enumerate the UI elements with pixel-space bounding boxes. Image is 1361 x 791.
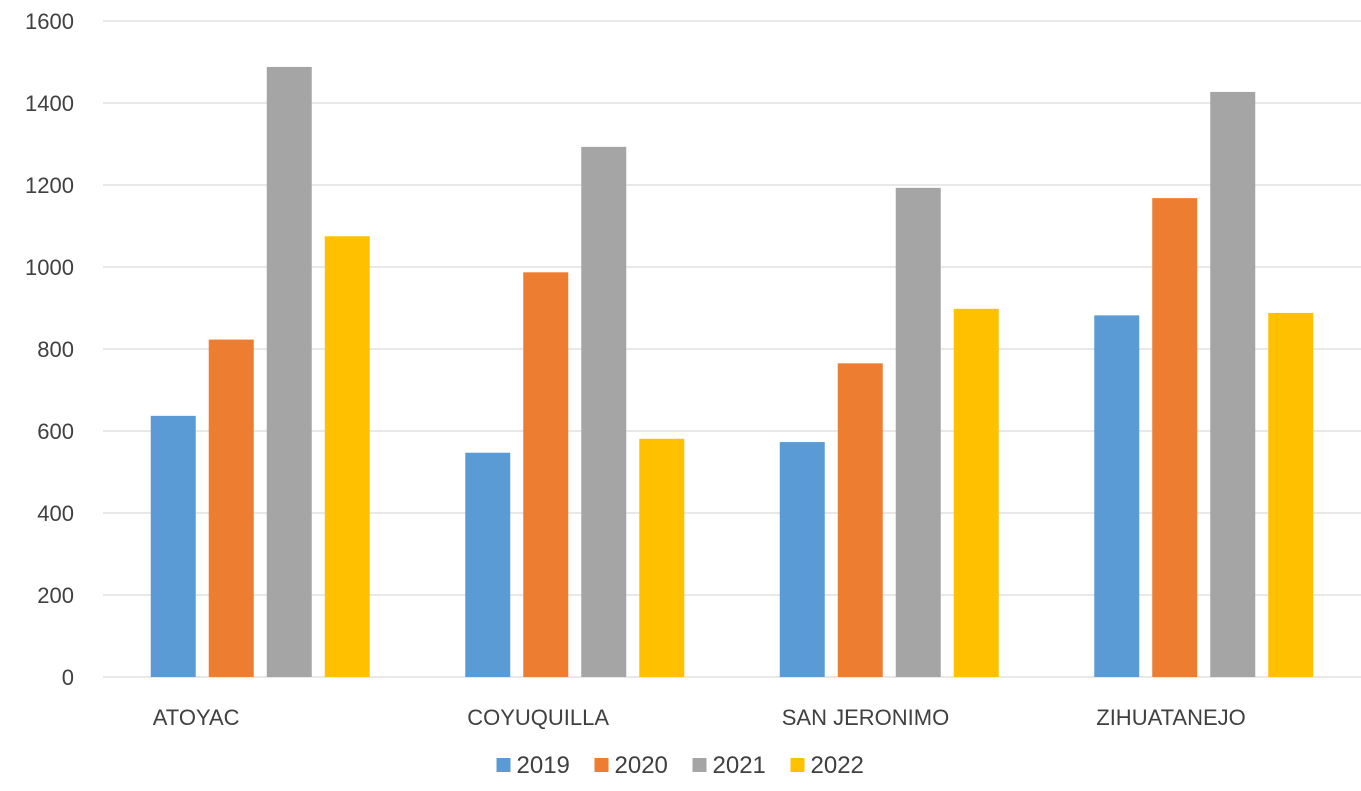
legend-label-2022: 2022 <box>811 752 864 779</box>
bar-2022-coyuquilla <box>639 438 685 677</box>
legend: 2019 2020 2021 2022 <box>496 752 864 779</box>
x-axis-category-labels: ATOYAC COYUQUILLA SAN JERONIMO ZIHUATANEJO <box>153 705 1246 730</box>
legend-swatch-2021 <box>692 758 707 772</box>
x-category-label: COYUQUILLA <box>467 705 609 730</box>
bar-2021-san-jeronimo <box>895 187 941 677</box>
bar-2019-coyuquilla <box>465 452 511 677</box>
bar-2020-atoyac <box>208 339 254 677</box>
bar-2019-san-jeronimo <box>779 442 825 677</box>
y-tick-label: 800 <box>37 337 74 362</box>
bar-2019-zihuatanejo <box>1094 315 1140 677</box>
legend-label-2021: 2021 <box>713 752 766 779</box>
y-tick-label: 1400 <box>25 91 74 116</box>
x-category-label: SAN JERONIMO <box>782 705 949 730</box>
legend-swatch-2022 <box>790 758 805 772</box>
legend-label-2019: 2019 <box>517 752 570 779</box>
y-tick-label: 0 <box>62 665 74 690</box>
x-category-label: ATOYAC <box>153 705 240 730</box>
bar-2020-san-jeronimo <box>837 363 883 677</box>
bar-2022-san-jeronimo <box>953 308 999 677</box>
y-tick-label: 1200 <box>25 173 74 198</box>
bar-2021-atoyac <box>266 66 312 678</box>
y-tick-label: 1000 <box>25 255 74 280</box>
bars <box>150 66 1314 678</box>
legend-swatch-2020 <box>594 758 609 772</box>
bar-2022-zihuatanejo <box>1268 312 1314 677</box>
bar-2021-coyuquilla <box>581 146 627 677</box>
bar-2021-zihuatanejo <box>1210 91 1256 678</box>
bar-2020-coyuquilla <box>523 272 569 677</box>
y-tick-label: 1600 <box>25 9 74 34</box>
bar-2019-atoyac <box>150 415 196 677</box>
gridlines <box>103 20 1361 678</box>
x-category-label: ZIHUATANEJO <box>1096 705 1246 730</box>
y-axis-tick-labels: 0 200 400 600 800 1000 1200 1400 1600 <box>25 9 74 690</box>
legend-swatch-2019 <box>496 758 511 772</box>
y-tick-label: 400 <box>37 501 74 526</box>
y-tick-label: 600 <box>37 419 74 444</box>
bar-2022-atoyac <box>324 236 370 677</box>
legend-label-2020: 2020 <box>615 752 668 779</box>
bar-2020-zihuatanejo <box>1152 198 1198 677</box>
y-tick-label: 200 <box>37 583 74 608</box>
